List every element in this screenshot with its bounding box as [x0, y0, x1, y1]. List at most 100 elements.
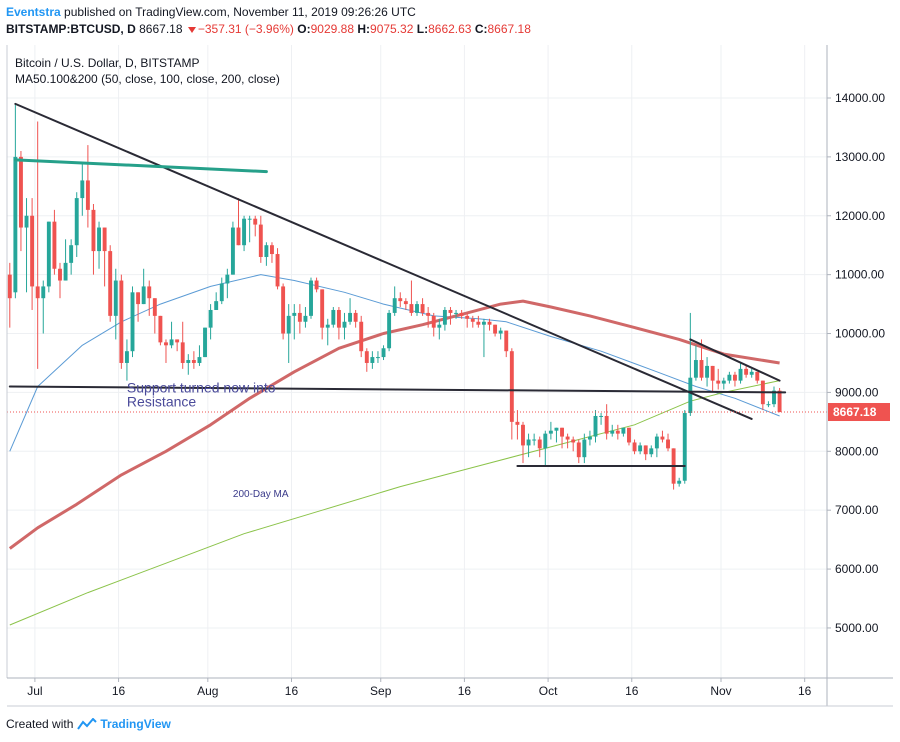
plot-area[interactable] — [7, 45, 827, 678]
time-tick-label: 16 — [625, 684, 639, 698]
low-label: L: — [416, 22, 429, 36]
candle-body — [615, 430, 620, 434]
candle — [677, 477, 682, 487]
candles — [7, 103, 782, 490]
candle-body — [376, 357, 380, 359]
candle-body — [772, 390, 776, 405]
candle — [169, 321, 174, 349]
footer: Created with TradingView — [6, 717, 171, 731]
candle-body — [30, 215, 35, 287]
price-tick-label: 9000.00 — [835, 385, 879, 399]
candle — [610, 424, 615, 437]
publish-line: Eventstra published on TradingView.com, … — [6, 5, 416, 19]
candle-body — [487, 321, 492, 325]
annotation-text: Resistance — [127, 394, 196, 410]
candle — [376, 351, 380, 363]
candle-body — [230, 227, 235, 275]
price-tick-label: 12000.00 — [835, 209, 885, 223]
time-tick-label: Nov — [710, 684, 731, 698]
candle — [141, 268, 146, 305]
candle-body — [398, 298, 403, 302]
ma-line-ma-200 — [9, 380, 780, 626]
candle — [465, 312, 470, 328]
price-tick-label: 7000.00 — [835, 503, 879, 517]
tradingview-link[interactable]: TradingView — [100, 717, 171, 731]
candle — [30, 198, 35, 310]
candle-body — [710, 365, 715, 381]
tradingview-logo-icon — [77, 718, 98, 730]
author-name[interactable]: Eventstra — [6, 5, 61, 19]
candle — [454, 309, 458, 319]
price-axis[interactable]: 5000.00 6000.00 7000.00 8000.00 9000.00 10000… — [827, 91, 885, 635]
candle-body — [102, 227, 107, 252]
candle — [738, 362, 743, 384]
time-tick-label: 16 — [112, 684, 126, 698]
candle-body — [716, 380, 721, 384]
candle-body — [493, 324, 498, 334]
candle — [649, 445, 654, 458]
candle-body — [532, 439, 537, 441]
candle — [18, 150, 23, 252]
candle-body — [314, 280, 319, 290]
candle — [571, 436, 576, 452]
candle-body — [247, 218, 252, 220]
candle — [476, 315, 481, 328]
candle-body — [599, 415, 604, 417]
candle-body — [381, 348, 386, 358]
high-value: 9075.32 — [370, 22, 414, 36]
candle-body — [175, 339, 180, 343]
candle — [766, 401, 771, 408]
candle-body — [141, 286, 146, 305]
candle — [420, 298, 425, 316]
candle-body — [158, 315, 163, 343]
candle-body — [353, 312, 358, 322]
candle — [230, 221, 235, 275]
candle — [158, 315, 163, 346]
last-price-label: 8667.18 — [833, 405, 877, 419]
indicator-label: MA50.100&200 (50, close, 100, close, 200… — [15, 72, 280, 86]
candle-body — [565, 436, 570, 440]
candle — [164, 339, 168, 363]
candle-body — [97, 227, 101, 252]
high-label: H: — [357, 22, 371, 36]
candle-body — [543, 433, 548, 449]
candle — [699, 339, 704, 381]
candle-body — [46, 221, 51, 287]
candle — [119, 274, 124, 369]
candle — [102, 227, 107, 287]
candle-body — [69, 245, 74, 263]
candle — [660, 430, 665, 443]
candle-body — [320, 289, 325, 328]
candle-body — [147, 286, 152, 299]
candle — [80, 162, 85, 216]
candle-body — [85, 180, 90, 210]
candle-body — [693, 360, 698, 378]
candle-body — [705, 365, 710, 378]
candle — [470, 315, 475, 328]
candle — [147, 280, 152, 316]
candle — [264, 242, 269, 266]
candle — [13, 103, 18, 299]
open-label: O: — [297, 22, 311, 36]
candle — [258, 215, 263, 263]
candle-body — [325, 324, 330, 328]
candle-body — [666, 439, 670, 449]
candle-body — [610, 430, 615, 434]
candle — [191, 351, 196, 369]
candle-body — [359, 321, 364, 352]
candle — [671, 448, 676, 490]
chart-title: Bitcoin / U.S. Dollar, D, BITSTAMP — [15, 56, 200, 70]
time-tick-label: Jul — [27, 684, 42, 698]
candle — [225, 268, 230, 299]
close-value: 8667.18 — [487, 22, 531, 36]
last-price-badge — [828, 403, 890, 422]
candle-body — [660, 436, 665, 440]
candle — [403, 298, 408, 310]
candle — [197, 345, 202, 366]
candle — [587, 430, 592, 446]
candle-body — [113, 280, 118, 316]
time-axis[interactable]: Jul 16 Aug 16 Sep 16 Oct 16 Nov 16 — [27, 678, 812, 698]
candle-body — [638, 445, 643, 452]
candle — [336, 307, 341, 340]
